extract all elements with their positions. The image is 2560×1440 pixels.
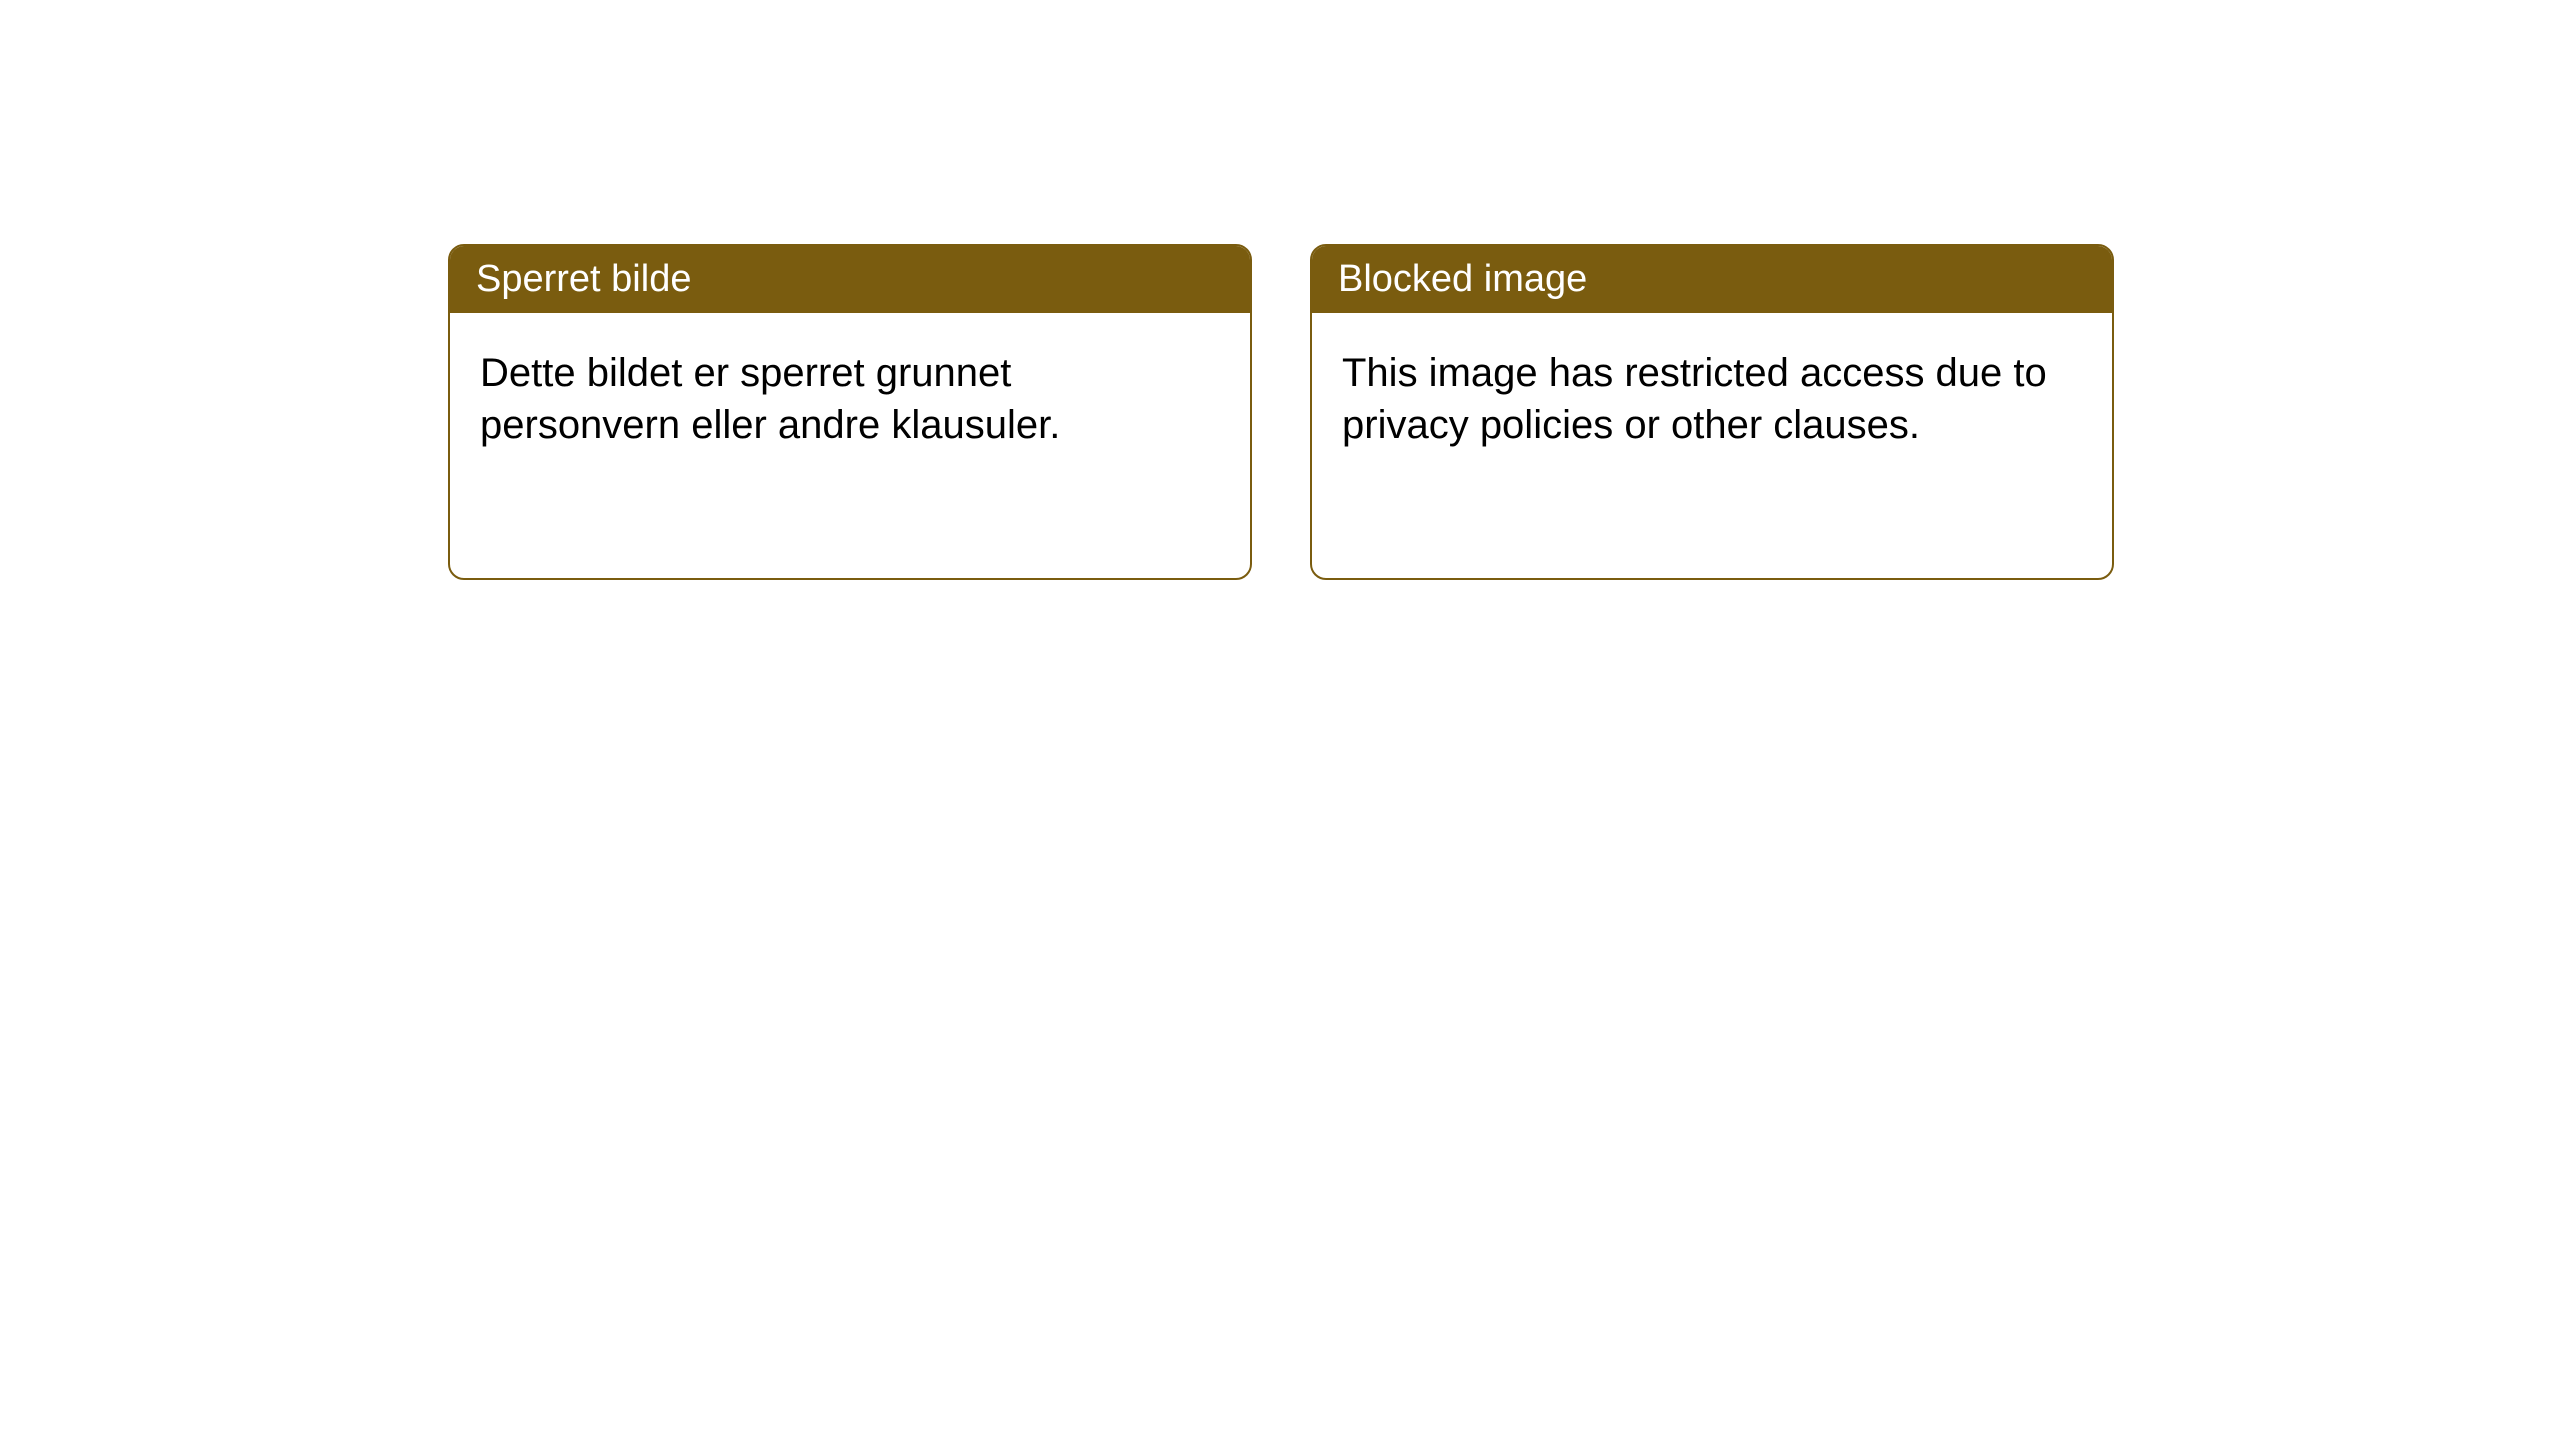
notice-body-norwegian: Dette bildet er sperret grunnet personve… xyxy=(450,313,1250,485)
notice-header-english: Blocked image xyxy=(1312,246,2112,313)
notice-container: Sperret bilde Dette bildet er sperret gr… xyxy=(448,244,2114,580)
notice-card-english: Blocked image This image has restricted … xyxy=(1310,244,2114,580)
notice-header-norwegian: Sperret bilde xyxy=(450,246,1250,313)
notice-card-norwegian: Sperret bilde Dette bildet er sperret gr… xyxy=(448,244,1252,580)
notice-body-english: This image has restricted access due to … xyxy=(1312,313,2112,485)
